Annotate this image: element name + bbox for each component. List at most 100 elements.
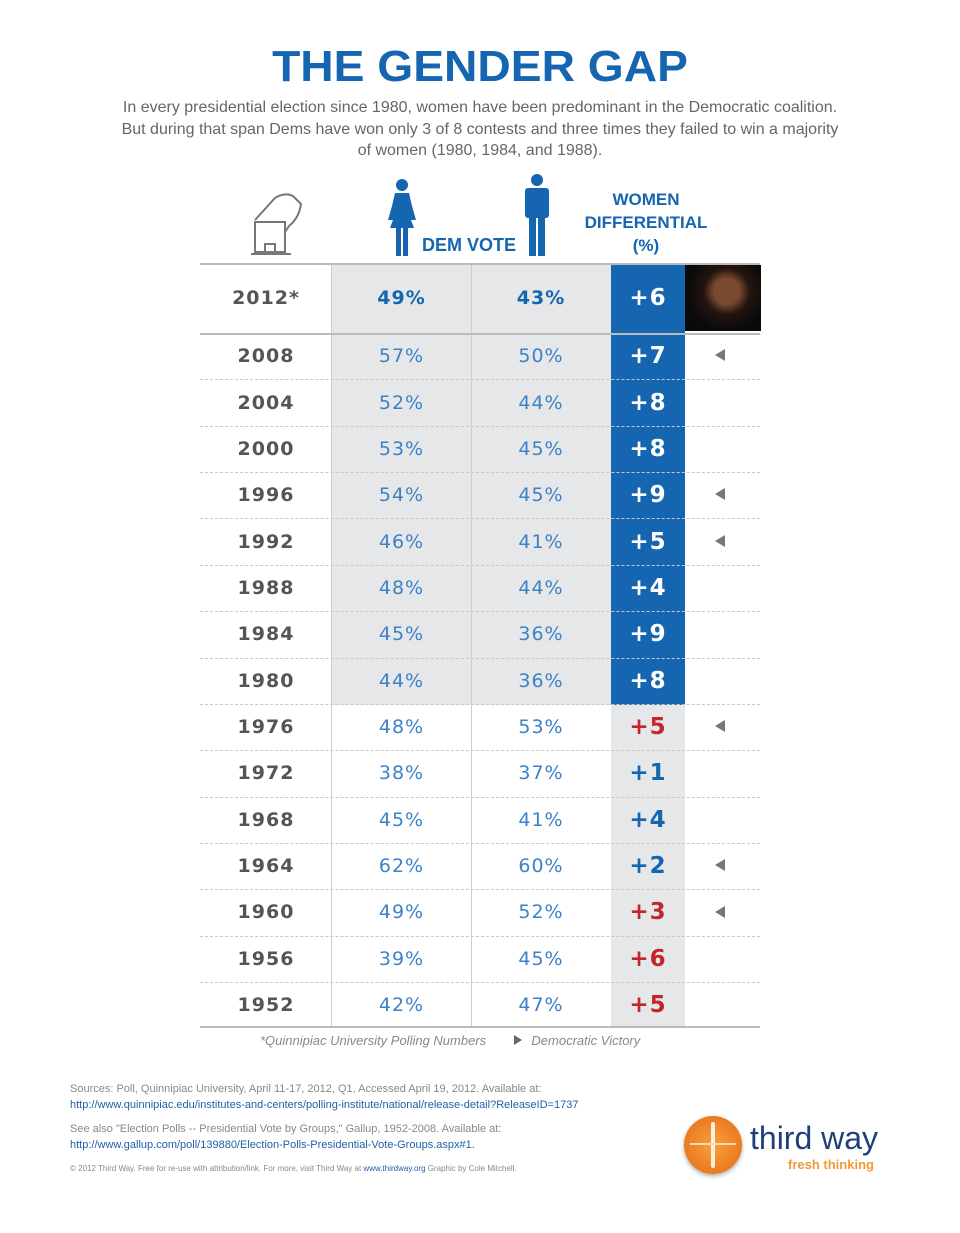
victory-marker-icon <box>715 534 725 547</box>
year-cell: 1984 <box>237 623 295 646</box>
differential-cell: +5 <box>629 992 667 1019</box>
subtitle: In every presidential election since 198… <box>121 99 839 159</box>
victory-marker-icon <box>715 859 725 872</box>
men-vote-cell: 45% <box>518 947 564 970</box>
row-divider <box>200 889 760 891</box>
differential-cell: +9 <box>629 482 667 509</box>
diff-header-line3: (%) <box>632 236 660 255</box>
copyright: © 2012 Third Way. Free for re-use with a… <box>70 1164 362 1173</box>
site-link[interactable]: www.thirdway.org <box>363 1164 426 1173</box>
differential-cell: +8 <box>629 435 667 462</box>
gray-diff-region <box>611 705 685 1027</box>
year-cell: 1968 <box>237 808 295 831</box>
differential-cell: +4 <box>629 574 667 601</box>
men-vote-cell: 43% <box>516 287 566 309</box>
year-cell: 2008 <box>237 345 295 368</box>
row-divider <box>200 750 760 752</box>
year-cell: 1980 <box>237 669 295 692</box>
women-vote-cell: 44% <box>378 669 425 692</box>
women-vote-cell: 52% <box>378 391 425 414</box>
row-divider <box>200 657 760 659</box>
men-vote-cell: 44% <box>518 576 564 599</box>
women-vote-cell: 53% <box>378 437 425 460</box>
column-divider <box>471 265 472 1027</box>
blue-diff-region <box>611 265 685 705</box>
differential-cell: +8 <box>629 667 667 694</box>
men-vote-cell: 45% <box>518 484 564 507</box>
third-way-compass-logo <box>684 1116 742 1174</box>
year-cell: 2000 <box>237 437 295 460</box>
credit: Graphic by Cole Mitchell. <box>427 1164 517 1173</box>
dem-vote-label: DEM VOTE <box>422 235 517 255</box>
men-vote-cell: 36% <box>518 669 564 692</box>
women-vote-cell: 54% <box>378 484 425 507</box>
diff-header-line2: DIFFERENTIAL <box>584 213 708 232</box>
man-icon <box>525 174 549 256</box>
year-cell: 1964 <box>237 855 295 878</box>
victory-marker-icon <box>715 349 725 362</box>
page-title: THE GENDER GAP <box>272 42 688 91</box>
men-vote-cell: 53% <box>518 716 564 739</box>
differential-cell: +7 <box>629 343 667 370</box>
women-vote-cell: 48% <box>378 716 425 739</box>
women-differential-header: WOMEN DIFFERENTIAL (%) <box>560 188 732 257</box>
source-link-1[interactable]: http://www.quinnipiac.edu/institutes-and… <box>70 1099 579 1111</box>
victory-legend: Democratic Victory <box>531 1033 641 1048</box>
women-vote-cell: 48% <box>378 576 425 599</box>
year-cell: 2004 <box>237 391 295 414</box>
men-vote-cell: 41% <box>518 530 564 553</box>
men-vote-cell: 37% <box>518 762 564 785</box>
women-vote-cell: 62% <box>378 855 425 878</box>
table-top-rule <box>200 263 760 265</box>
differential-cell: +1 <box>629 760 667 787</box>
differential-cell: +9 <box>629 621 667 648</box>
year-cell: 1988 <box>237 576 295 599</box>
women-vote-cell: 49% <box>377 287 426 309</box>
row-divider <box>200 842 760 844</box>
row-divider <box>200 564 760 566</box>
row-divider <box>200 518 760 520</box>
year-cell: 1956 <box>237 947 295 970</box>
source-link-2[interactable]: http://www.gallup.com/poll/139880/Electi… <box>70 1139 475 1151</box>
diff-header-line1: WOMEN <box>612 190 680 209</box>
row-divider <box>200 703 760 705</box>
year-cell: 2012* <box>232 287 300 309</box>
row-divider <box>200 333 760 335</box>
row-divider <box>200 425 760 427</box>
year-cell: 1992 <box>237 530 295 553</box>
logo-name: third way <box>750 1120 879 1156</box>
row-divider <box>200 472 760 474</box>
differential-cell: +8 <box>629 389 667 416</box>
men-vote-cell: 50% <box>518 345 564 368</box>
woman-icon <box>388 179 416 256</box>
men-vote-cell: 41% <box>518 808 564 831</box>
column-divider <box>331 265 332 1027</box>
differential-cell: +2 <box>629 853 667 880</box>
differential-cell: +5 <box>629 528 667 555</box>
differential-cell: +6 <box>629 285 667 311</box>
men-vote-cell: 47% <box>518 994 564 1017</box>
ballot-box-icon <box>251 193 303 255</box>
table-bottom-rule <box>200 1026 760 1028</box>
differential-cell: +6 <box>629 945 667 972</box>
differential-cell: +4 <box>629 806 667 833</box>
sources-block: Sources: Poll, Quinnipiac University, Ap… <box>70 1081 578 1177</box>
victory-marker-icon <box>715 905 725 918</box>
obama-photo <box>685 265 761 331</box>
women-vote-cell: 39% <box>378 947 425 970</box>
year-cell: 1996 <box>237 484 295 507</box>
source-line-2: See also "Election Polls -- Presidential… <box>70 1123 502 1135</box>
women-vote-cell: 45% <box>378 808 425 831</box>
victory-marker-icon <box>715 720 725 733</box>
differential-cell: +3 <box>629 899 667 926</box>
men-vote-cell: 52% <box>518 901 564 924</box>
row-divider <box>200 935 760 937</box>
year-cell: 1960 <box>237 901 295 924</box>
victory-triangle-icon <box>513 1035 522 1045</box>
row-divider <box>200 611 760 613</box>
men-vote-cell: 45% <box>518 437 564 460</box>
source-line-1: Sources: Poll, Quinnipiac University, Ap… <box>70 1083 542 1095</box>
women-vote-cell: 49% <box>378 901 425 924</box>
row-divider <box>200 982 760 984</box>
